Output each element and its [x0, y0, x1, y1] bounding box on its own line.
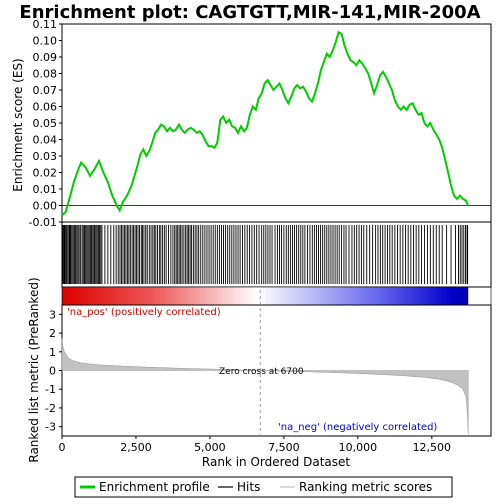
rank-x-tick-label: 7,500	[268, 441, 300, 454]
hits-panel	[61, 221, 492, 306]
es-y-tick-label: 0.04	[33, 134, 58, 147]
legend-label-ranking: Ranking metric scores	[299, 480, 432, 494]
negative-correlation-label: 'na_neg' (negatively correlated)	[278, 422, 437, 433]
rank-x-tick-label: 12,500	[413, 441, 452, 454]
rank-x-tick-label: 5,000	[194, 441, 226, 454]
metric-axis-label: Ranked list metric (PreRanked)	[27, 277, 41, 462]
es-y-tick-label: 0.11	[33, 18, 58, 31]
metric-y-tick-label: -1	[45, 383, 56, 396]
rank-x-tick-label: 2,500	[120, 441, 152, 454]
es-plot-frame	[61, 23, 492, 223]
zero-cross-label: Zero cross at 6700	[219, 367, 304, 377]
metric-panel: -3 -2 -1 0 1 2 3 0 2,500 5,000 7,500 10,000 12,500	[45, 290, 492, 454]
positive-correlation-label: 'na_pos' (positively correlated)	[67, 307, 221, 318]
rank-x-tick-label: 10,000	[339, 441, 378, 454]
es-y-tick-label: 0.06	[33, 101, 58, 114]
metric-y-tick-label: -3	[45, 421, 56, 434]
legend: Enrichment profile Hits Ranking metric s…	[74, 476, 453, 498]
es-y-tick-label: 0.01	[33, 183, 58, 196]
legend-label-hits: Hits	[237, 480, 260, 494]
legend-label-enrichment: Enrichment profile	[99, 480, 210, 494]
es-y-tick-label: 0.09	[33, 51, 58, 64]
metric-y-tick-label: 0	[49, 365, 56, 378]
es-y-tick-label: 0.00	[33, 200, 58, 213]
es-panel: -0.01 0.00 0.01 0.02 0.03 0.04 0.05 0.06 0.07 0.0…	[29, 18, 492, 229]
metric-y-tick-label: 2	[49, 327, 56, 340]
metric-y-tick-label: 1	[49, 346, 56, 359]
es-y-tick-label: 0.07	[33, 84, 58, 97]
es-y-tick-label: -0.01	[29, 216, 57, 229]
metric-y-tick-label: -2	[45, 402, 56, 415]
chart-title: Enrichment plot: CAGTGTT,MIR-141,MIR-200…	[19, 2, 480, 23]
es-y-tick-label: 0.02	[33, 167, 58, 180]
rank-x-tick-label: 0	[59, 441, 66, 454]
rank-axis-label: Rank in Ordered Dataset	[202, 455, 350, 469]
legend-box	[74, 476, 453, 498]
es-y-tick-label: 0.10	[33, 35, 58, 48]
es-y-tick-label: 0.08	[33, 68, 58, 81]
enrichment-profile-line	[61, 30, 469, 217]
es-y-tick-label: 0.05	[33, 117, 58, 130]
es-y-tick-label: 0.03	[33, 150, 58, 163]
ranking-metric-area	[61, 338, 469, 435]
es-axis-label: Enrichment score (ES)	[11, 58, 25, 191]
correlation-color-band	[62, 287, 469, 305]
metric-y-tick-label: 3	[49, 308, 56, 321]
